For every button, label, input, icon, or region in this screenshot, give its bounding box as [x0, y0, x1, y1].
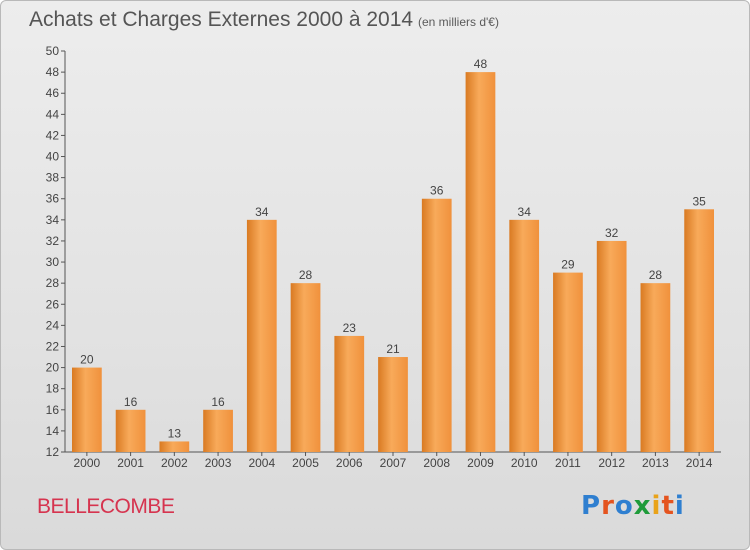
bar [378, 357, 408, 452]
y-tick-label: 28 [46, 276, 60, 290]
bar [640, 283, 671, 452]
y-tick-label: 16 [46, 403, 60, 417]
bar-value-label: 13 [168, 426, 182, 440]
y-tick-label: 42 [46, 128, 60, 142]
bar-value-label: 16 [211, 395, 225, 409]
bar [684, 209, 715, 452]
logo-letter: x [633, 491, 652, 521]
logo-letter: t [661, 491, 675, 521]
bar-value-label: 28 [649, 268, 663, 282]
y-tick-label: 12 [46, 445, 60, 459]
x-tick-label: 2000 [74, 456, 101, 470]
bar [553, 272, 583, 452]
bar-value-label: 23 [343, 321, 357, 335]
bar [465, 72, 496, 453]
bar [509, 219, 540, 452]
bar-value-label: 29 [561, 258, 575, 272]
x-tick-label: 2005 [292, 456, 319, 470]
proxiti-logo: Proxiti [581, 491, 685, 521]
x-tick-label: 2009 [467, 456, 494, 470]
bar-value-label: 34 [518, 205, 532, 219]
bar [203, 409, 233, 452]
bar [159, 441, 190, 452]
x-tick-label: 2013 [642, 456, 669, 470]
x-tick-label: 2004 [248, 456, 275, 470]
bar [115, 409, 146, 452]
logo-letter: r [601, 491, 615, 521]
x-tick-label: 2001 [117, 456, 144, 470]
location-label: BELLECOMBE [37, 495, 175, 518]
logo-letter: P [581, 491, 602, 521]
chart-unit-label: (en milliers d'€) [418, 15, 499, 29]
y-tick-label: 30 [46, 255, 60, 269]
bar [334, 335, 365, 452]
x-tick-label: 2010 [511, 456, 538, 470]
bar-value-label: 16 [124, 395, 138, 409]
y-tick-label: 36 [46, 192, 60, 206]
y-tick-label: 38 [46, 171, 60, 185]
bar [246, 219, 277, 452]
bar-value-label: 36 [430, 184, 444, 198]
bar-value-label: 32 [605, 226, 619, 240]
logo-letter: i [651, 491, 662, 521]
bar-value-label: 48 [474, 57, 488, 71]
bar-value-label: 20 [80, 353, 94, 367]
y-tick-label: 24 [46, 318, 60, 332]
bar [421, 198, 452, 452]
x-tick-label: 2011 [555, 456, 581, 470]
bar [596, 240, 627, 452]
x-tick-label: 2012 [598, 456, 625, 470]
x-tick-label: 2014 [686, 456, 713, 470]
bar-value-label: 35 [692, 194, 706, 208]
bar [71, 367, 102, 452]
y-tick-label: 22 [46, 339, 60, 353]
y-tick-label: 50 [46, 44, 60, 58]
bar-value-label: 28 [299, 268, 313, 282]
x-tick-label: 2007 [380, 456, 407, 470]
y-tick-label: 48 [46, 65, 60, 79]
y-tick-label: 32 [46, 234, 60, 248]
bars [71, 72, 715, 453]
y-tick-label: 34 [46, 213, 60, 227]
bar-value-label: 21 [386, 342, 400, 356]
y-tick-label: 18 [46, 382, 60, 396]
bar [290, 283, 321, 452]
y-tick-label: 46 [46, 86, 60, 100]
y-tick-label: 40 [46, 150, 60, 164]
logo-letter: o [614, 491, 634, 521]
chart-title: Achats et Charges Externes 2000 à 2014 [29, 8, 414, 31]
logo-letter: i [674, 491, 685, 521]
y-tick-label: 44 [46, 107, 60, 121]
x-tick-label: 2008 [423, 456, 450, 470]
bar-value-label: 34 [255, 205, 269, 219]
y-tick-label: 14 [46, 424, 60, 438]
data-labels: 20 16 13 16 34 28 23 21 36 48 34 29 32 28 35 [80, 57, 706, 440]
y-tick-label: 26 [46, 297, 60, 311]
y-tick-label: 20 [46, 361, 60, 375]
x-tick-label: 2002 [161, 456, 188, 470]
x-tick-label: 2006 [336, 456, 363, 470]
x-tick-label: 2003 [205, 456, 232, 470]
